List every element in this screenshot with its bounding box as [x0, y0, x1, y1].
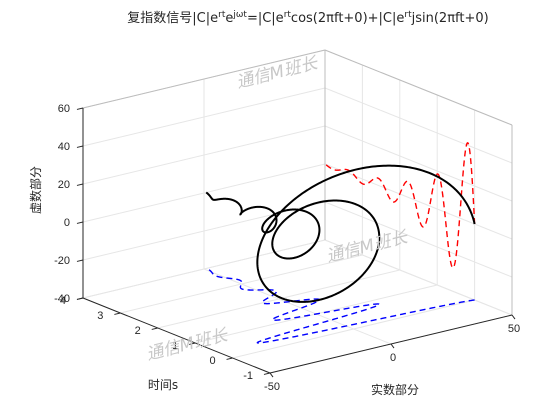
- grid-line: [324, 163, 513, 240]
- y-tick-mark: [151, 327, 158, 330]
- grid-line: [120, 254, 363, 314]
- z-axis-label: 虚数部分: [28, 166, 43, 214]
- y-axis-label: 时间s: [148, 378, 178, 392]
- box-edge: [324, 49, 513, 126]
- tick-labels: -50 0 50 -1 0 1 2 3 4-40 -20 0 20 40 60: [54, 103, 520, 393]
- grid-line: [157, 269, 400, 329]
- z-tick-label: 20: [58, 179, 70, 191]
- z-tick-mark: [76, 259, 84, 262]
- watermark-3: 通信M班长: [144, 325, 230, 365]
- z-tick-label: 0: [64, 217, 70, 229]
- x-tick-mark: [511, 314, 516, 320]
- z-tick-mark: [76, 221, 84, 224]
- box-edge: [82, 49, 326, 109]
- y-tick-mark: [263, 372, 271, 375]
- y-tick-label: 4: [60, 295, 66, 307]
- y-tick-mark: [114, 312, 121, 315]
- z-tick-mark: [76, 183, 84, 186]
- data-series: [205, 142, 476, 344]
- chart-title: 复指数信号|C|ertejωt=|C|ertcos(2πft+0)+|C|ert…: [127, 10, 488, 26]
- real-projection-curve: [205, 267, 475, 344]
- z-tick-mark: [76, 107, 84, 110]
- y-tick-label: -1: [243, 370, 253, 382]
- axes-box: [82, 49, 513, 374]
- watermark-2: 通信M班长: [324, 227, 410, 267]
- x-tick-mark: [390, 343, 395, 349]
- y-tick-label: 0: [209, 355, 215, 367]
- grid-line: [324, 201, 513, 278]
- z-tick-label: -20: [54, 255, 70, 267]
- x-tick-mark: [269, 372, 274, 378]
- grid-line: [82, 125, 326, 185]
- grid-line: [324, 87, 513, 164]
- y-tick-label: 3: [97, 310, 103, 322]
- z-tick-mark: [76, 145, 84, 148]
- z-tick-label: 40: [58, 141, 70, 153]
- watermark-1: 通信M班长: [234, 53, 320, 93]
- y-tick-mark: [189, 342, 196, 345]
- grid-line: [82, 163, 326, 223]
- x-tick-label: 0: [390, 352, 396, 364]
- z-tick-mark: [76, 297, 84, 300]
- grid-line: [324, 239, 513, 316]
- z-tick-label: -40: [54, 293, 70, 305]
- grid-line: [232, 299, 475, 359]
- y-tick-label: 2: [135, 325, 141, 337]
- grid-line: [82, 87, 326, 147]
- y-tick-label: 1: [172, 340, 178, 352]
- y-axis-line: [82, 297, 271, 374]
- z-tick-label: 60: [58, 103, 70, 115]
- x-tick-label: -50: [264, 381, 280, 393]
- grid-line: [82, 239, 326, 299]
- x-tick-label: 50: [508, 323, 520, 335]
- grid-line: [203, 268, 392, 345]
- grid-line: [324, 125, 513, 202]
- complex-signal-curve: [205, 164, 476, 303]
- x-axis-label: 实数部分: [371, 382, 419, 397]
- y-tick-mark: [226, 357, 233, 360]
